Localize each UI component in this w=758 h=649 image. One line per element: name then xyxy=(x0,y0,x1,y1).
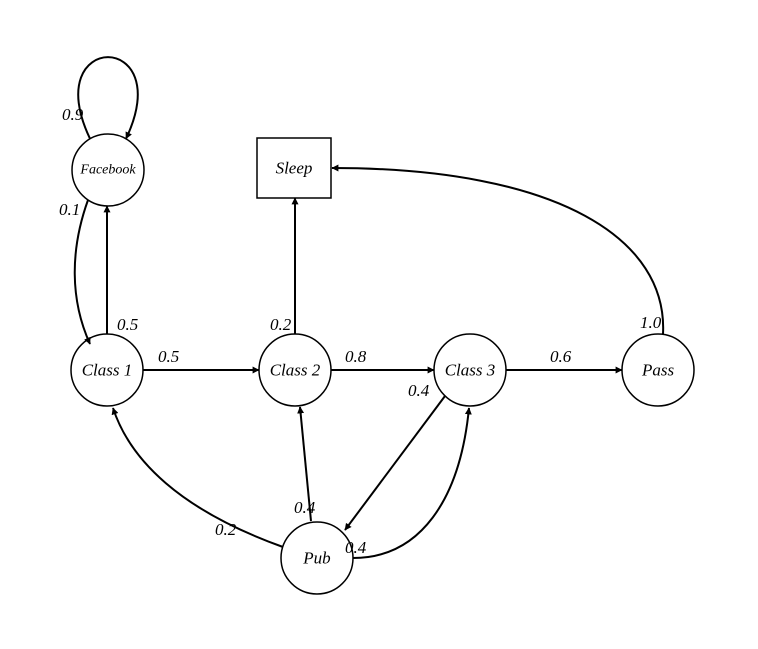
edge-label-pass-sleep: 1.0 xyxy=(640,313,662,332)
edge-label-pub-class2: 0.4 xyxy=(294,498,316,517)
edge-label-class2-sleep: 0.2 xyxy=(270,315,292,334)
node-label-sleep: Sleep xyxy=(276,159,313,178)
node-label-pub: Pub xyxy=(302,549,330,568)
edge-label-pub-class1: 0.2 xyxy=(215,520,237,539)
node-sleep: Sleep xyxy=(257,138,331,198)
node-class2: Class 2 xyxy=(259,334,331,406)
node-class3: Class 3 xyxy=(434,334,506,406)
node-label-facebook: Facebook xyxy=(79,163,136,178)
edge-facebook-class1 xyxy=(75,200,90,344)
edge-facebook-facebook xyxy=(78,57,138,139)
node-pass: Pass xyxy=(622,334,694,406)
node-label-class1: Class 1 xyxy=(82,361,133,380)
edge-label-facebook-class1: 0.1 xyxy=(59,200,80,219)
node-label-pass: Pass xyxy=(641,361,675,380)
edge-class3-pub xyxy=(345,396,445,530)
markov-chain-diagram: 0.90.10.50.50.20.80.60.41.00.20.40.4Face… xyxy=(0,0,758,649)
edge-label-class2-class3: 0.8 xyxy=(345,347,367,366)
edge-pub-class3 xyxy=(353,408,469,558)
edge-pub-class1 xyxy=(113,408,283,547)
node-facebook: Facebook xyxy=(72,134,144,206)
edge-label-class1-class2: 0.5 xyxy=(158,347,179,366)
node-pub: Pub xyxy=(281,522,353,594)
node-label-class3: Class 3 xyxy=(445,361,496,380)
edge-label-class1-facebook: 0.5 xyxy=(117,315,138,334)
edge-pass-sleep xyxy=(332,168,663,334)
node-label-class2: Class 2 xyxy=(270,361,321,380)
node-class1: Class 1 xyxy=(71,334,143,406)
edge-label-class3-pub: 0.4 xyxy=(408,381,430,400)
edge-label-facebook-facebook: 0.9 xyxy=(62,105,84,124)
edge-label-class3-pass: 0.6 xyxy=(550,347,572,366)
